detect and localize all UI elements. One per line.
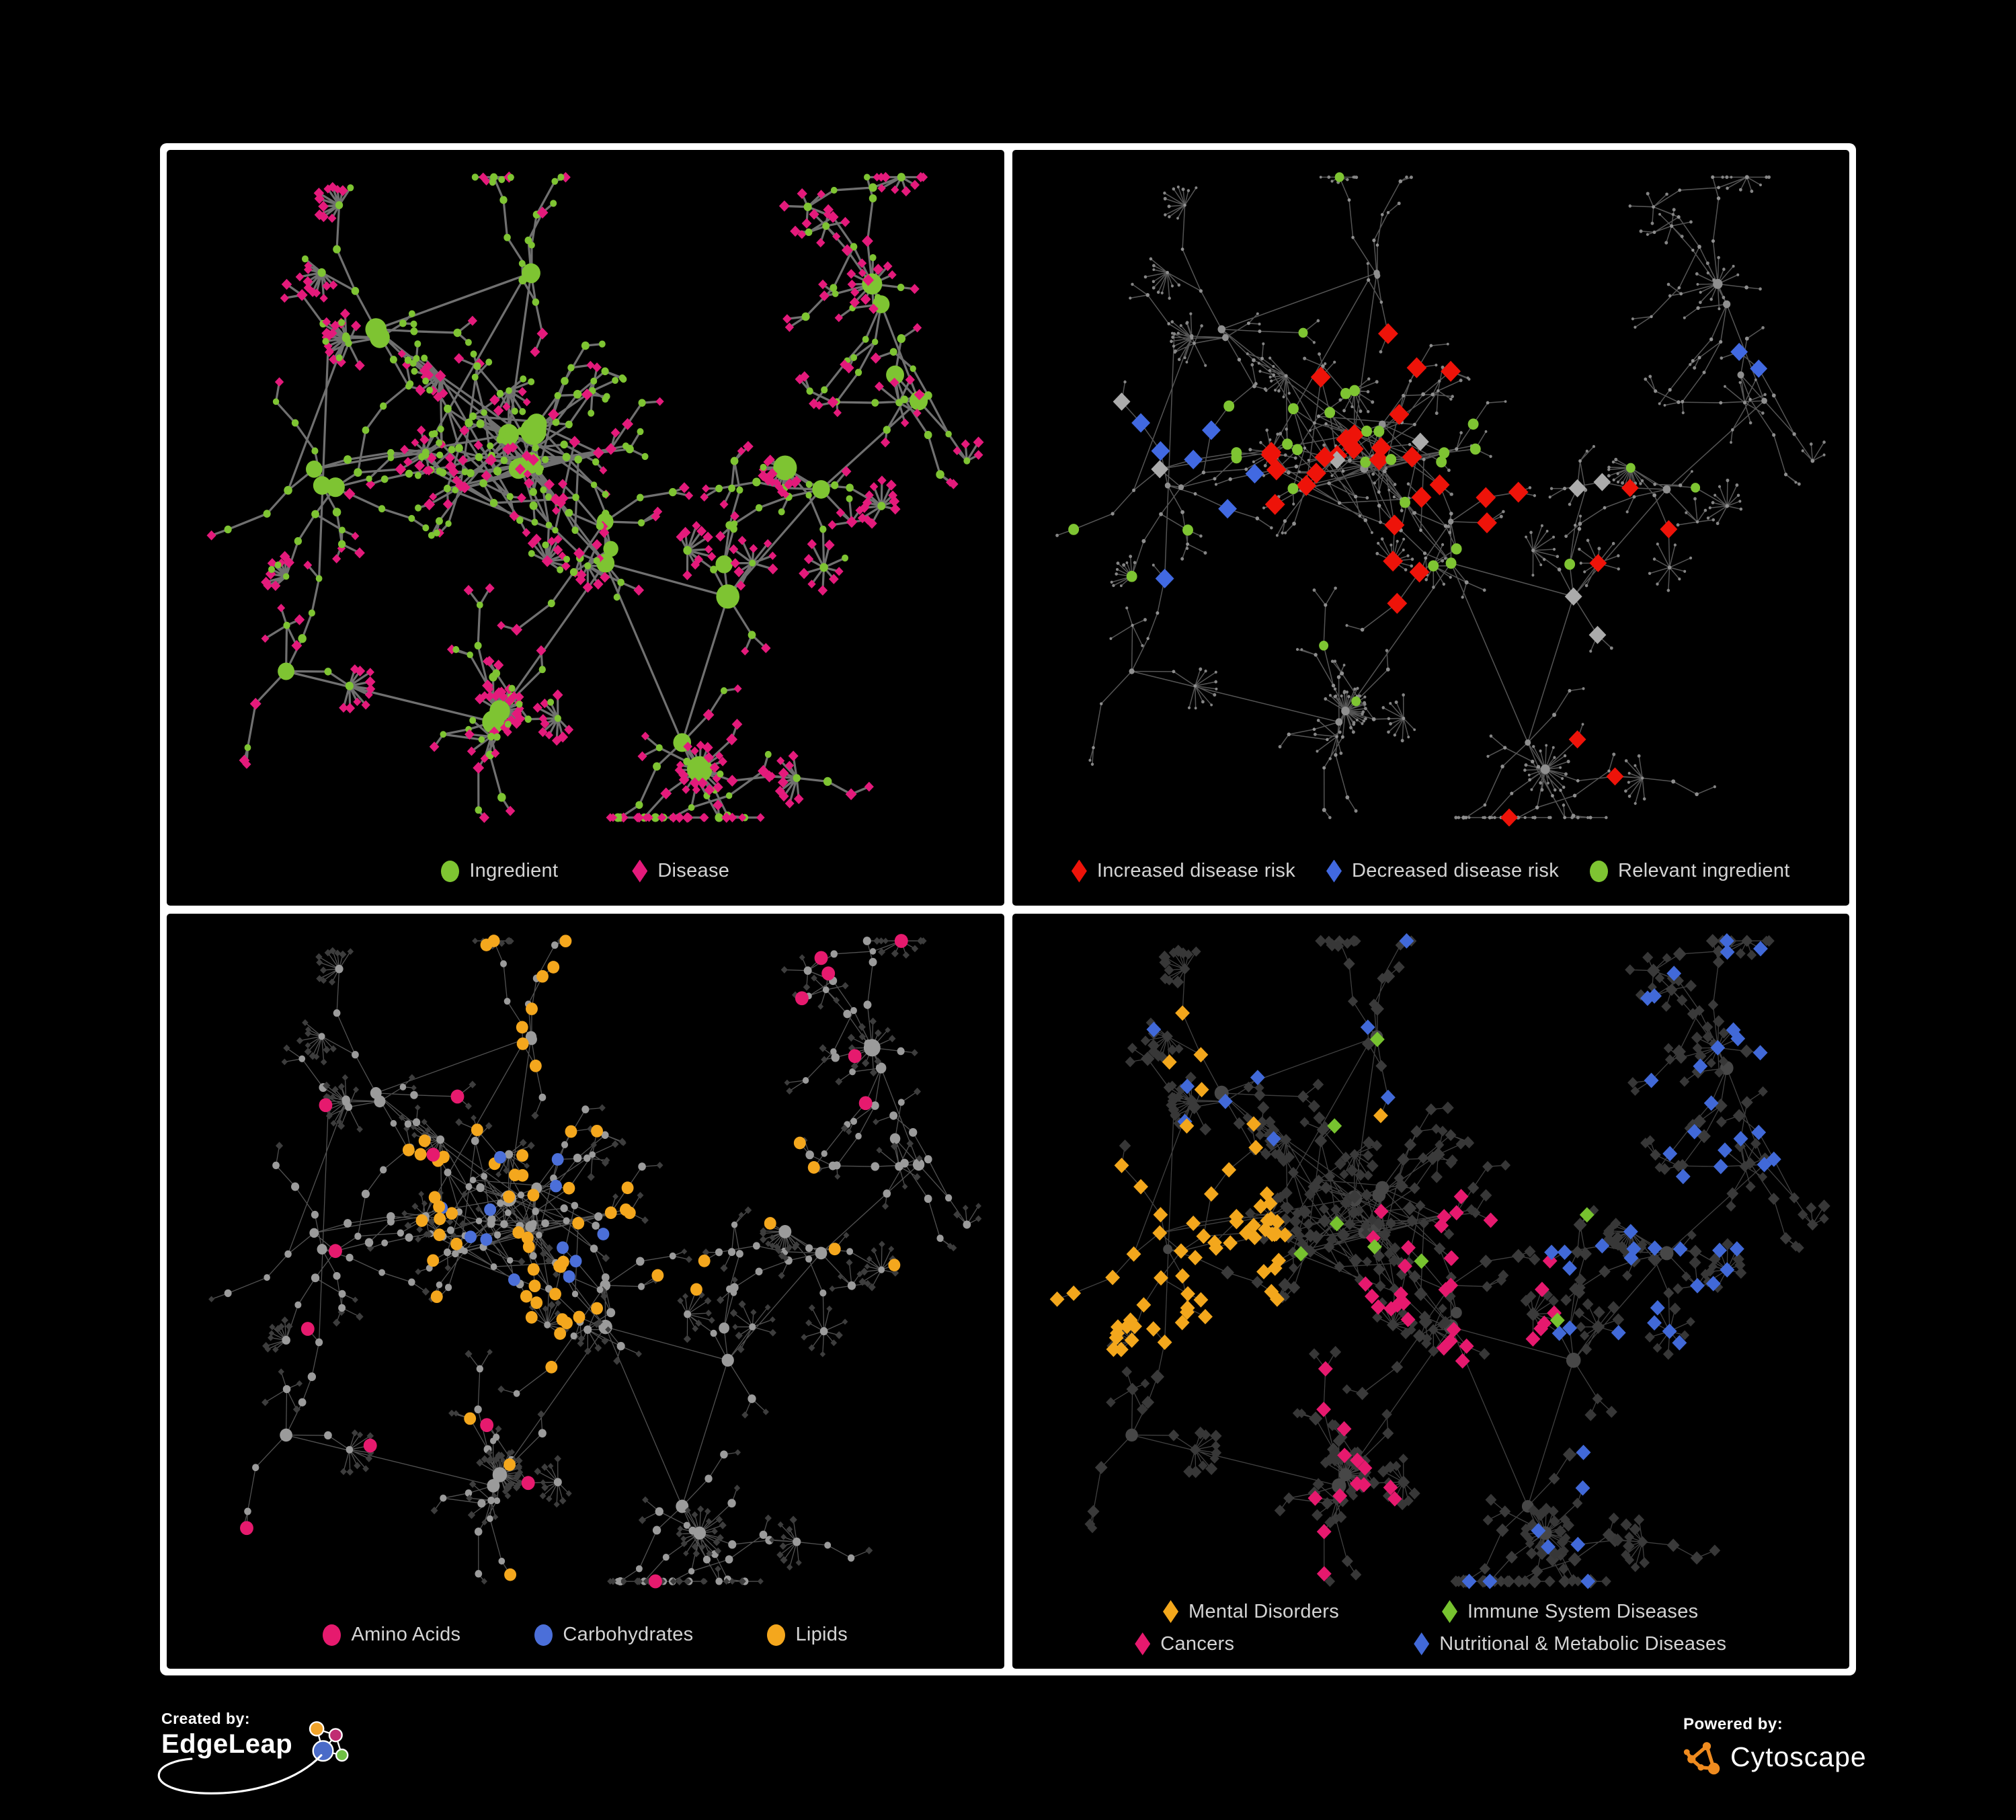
panel-disease-categories: Mental Disorders Immune System Diseases Ca… [1012, 913, 1850, 1669]
edgeleap-node-blue [312, 1740, 334, 1762]
legend-macronutrients: Amino Acids Carbohydrates Lipids [167, 1624, 1004, 1646]
legend-row: Ingredient Disease [441, 859, 730, 883]
legend-item: Cancers [1135, 1632, 1387, 1655]
legend-label: Increased disease risk [1096, 860, 1296, 881]
legend-label: Cancers [1160, 1632, 1235, 1655]
legend-row: Mental Disorders Immune System Diseases [1163, 1600, 1698, 1623]
legend-item: Amino Acids [323, 1624, 460, 1646]
cytoscape-credit: Powered by: Cytoscape [1683, 1715, 1867, 1776]
figure-grid: Ingredient Disease Increased disease risk… [160, 143, 1856, 1675]
panel-disease-risk: Increased disease risk Decreased disease … [1012, 150, 1850, 906]
legend-label: Immune System Diseases [1467, 1600, 1699, 1622]
legend-row: Increased disease risk Decreased disease … [1071, 859, 1790, 883]
legend-marker-circle-icon [1590, 860, 1609, 882]
powered-by-label: Powered by: [1683, 1715, 1783, 1733]
legend-marker-circle-icon [323, 1624, 341, 1646]
legend-item: Immune System Diseases [1442, 1600, 1698, 1623]
panel-ingredient-disease: Ingredient Disease [167, 150, 1004, 906]
legend-label: Amino Acids [351, 1624, 461, 1645]
legend-ingredient-disease: Ingredient Disease [167, 859, 1004, 883]
legend-label: Carbohydrates [563, 1624, 694, 1645]
legend-label: Decreased disease risk [1352, 860, 1560, 881]
legend-disease-categories: Mental Disorders Immune System Diseases Ca… [1012, 1600, 1850, 1655]
legend-row: Amino Acids Carbohydrates Lipids [323, 1624, 848, 1646]
legend-marker-diamond-icon [1442, 1600, 1458, 1623]
cytoscape-name: Cytoscape [1730, 1741, 1867, 1772]
edgeleap-name: EdgeLeap [161, 1729, 293, 1759]
legend-label: Disease [657, 860, 730, 881]
legend-item: Increased disease risk [1071, 859, 1296, 883]
legend-label: Mental Disorders [1188, 1600, 1340, 1622]
panel-macronutrients: Amino Acids Carbohydrates Lipids [167, 913, 1004, 1669]
highlight-nodes-layer [249, 173, 881, 801]
legend-item: Mental Disorders [1163, 1600, 1415, 1623]
legend-marker-diamond-icon [1414, 1632, 1430, 1655]
edgeleap-credit: Created by: EdgeLeap [157, 1710, 356, 1794]
legend-item: Ingredient [441, 860, 558, 882]
legend-item: Carbohydrates [534, 1624, 693, 1646]
legend-item: Lipids [767, 1624, 848, 1646]
legend-item: Relevant ingredient [1590, 860, 1790, 882]
legend-item: Nutritional & Metabolic Diseases [1414, 1632, 1726, 1655]
legend-marker-circle-icon [534, 1624, 553, 1646]
network-area [184, 933, 987, 1590]
legend-marker-circle-icon [441, 860, 460, 882]
edgeleap-node-magenta [328, 1728, 344, 1743]
legend-marker-diamond-icon [632, 859, 648, 883]
legend-row: Cancers Nutritional & Metabolic Diseases [1135, 1632, 1726, 1655]
legend-item: Disease [632, 859, 730, 883]
network-graph-ingredient-disease [206, 171, 984, 824]
edgeleap-node-green [335, 1748, 349, 1762]
edgeleap-node-orange [309, 1721, 325, 1737]
legend-label: Ingredient [469, 860, 559, 881]
legend-item: Decreased disease risk [1326, 859, 1560, 883]
legend-disease-risk: Increased disease risk Decreased disease … [1012, 859, 1850, 883]
edgeleap-network-icon [309, 1721, 349, 1762]
base-nodes-layer [1055, 175, 1826, 820]
network-area [1030, 169, 1832, 826]
network-area [1030, 933, 1832, 1590]
created-by-label: Created by: [161, 1710, 251, 1727]
legend-marker-diamond-icon [1163, 1600, 1179, 1623]
highlight-nodes-layer [1067, 172, 1767, 826]
edgeleap-logo: EdgeLeap [157, 1721, 356, 1794]
legend-marker-diamond-icon [1135, 1632, 1151, 1655]
cytoscape-logo: Cytoscape [1683, 1738, 1867, 1776]
network-graph-disease-categories [1049, 933, 1830, 1589]
network-graph-disease-risk [1055, 172, 1826, 826]
legend-label: Nutritional & Metabolic Diseases [1439, 1632, 1727, 1655]
network-area [184, 169, 987, 826]
legend-label: Lipids [795, 1624, 848, 1645]
network-graph-macronutrients [208, 933, 982, 1588]
cytoscape-icon [1683, 1742, 1720, 1775]
legend-marker-circle-icon [767, 1624, 786, 1646]
legend-marker-diamond-icon [1326, 859, 1342, 883]
legend-label: Relevant ingredient [1618, 860, 1790, 881]
legend-marker-diamond-icon [1071, 859, 1087, 883]
highlight-nodes-layer [240, 933, 908, 1588]
